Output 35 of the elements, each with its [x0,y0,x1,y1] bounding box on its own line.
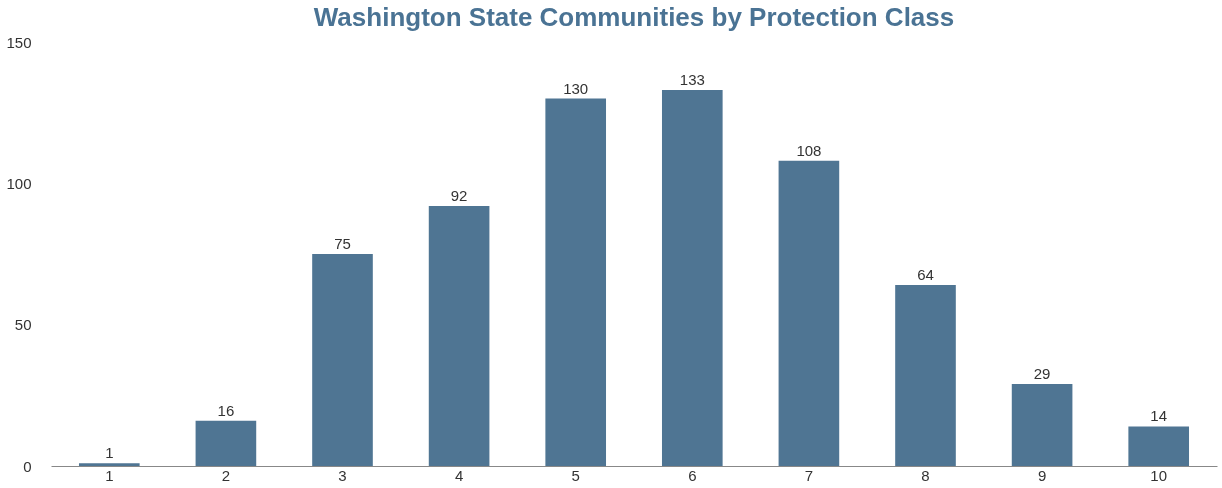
data-label: 133 [679,71,705,89]
x-tick-label: 9 [1037,466,1047,484]
x-tick-label: 4 [454,466,464,484]
data-label: 29 [1033,365,1051,383]
x-tick-label: 6 [688,466,697,484]
bar [661,90,723,466]
x-tick-label: 7 [804,466,814,484]
bar [312,254,373,466]
y-tick-label: 100 [6,174,32,192]
y-tick-label: 150 [6,33,32,51]
x-tick-label: 1 [105,466,114,484]
bar [545,98,607,466]
data-label: 92 [450,186,468,204]
bar [1128,426,1190,466]
data-label: 64 [917,266,934,284]
x-tick-label: 10 [1150,466,1168,484]
data-label: 1 [105,444,114,462]
bar [895,285,956,466]
data-label: 16 [217,401,235,419]
data-label: 130 [563,79,589,97]
data-label: 75 [334,235,351,252]
chart-title: Washington State Communities by Protection Class [313,2,955,32]
data-label: 14 [1150,407,1168,425]
bar [1011,384,1073,466]
x-tick-label: 3 [338,466,347,484]
bar [428,205,490,466]
bar [778,160,840,466]
x-tick-label: 5 [571,466,580,484]
data-label: 108 [796,141,822,159]
y-tick-label: 50 [14,316,32,334]
bar [78,463,140,466]
y-tick-label: 0 [23,457,32,475]
x-tick-label: 2 [221,466,231,484]
bar [195,420,257,466]
x-tick-label: 8 [921,466,930,484]
